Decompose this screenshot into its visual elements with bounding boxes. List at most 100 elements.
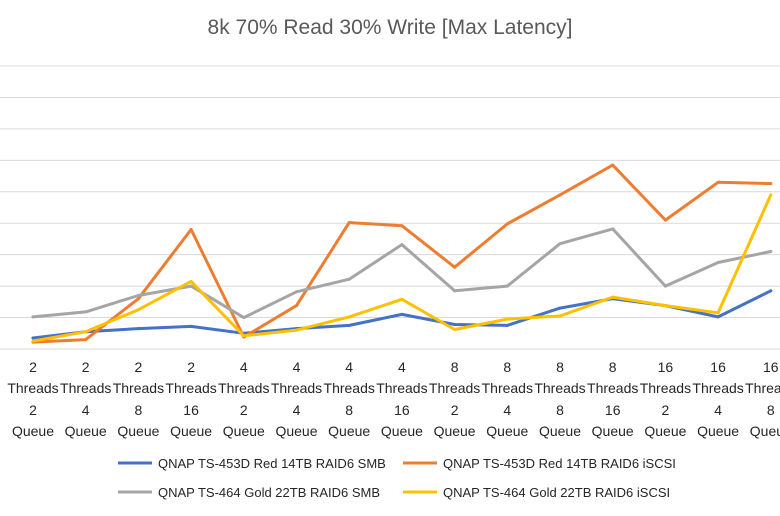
- data-point: [136, 297, 140, 301]
- data-point: [453, 265, 457, 269]
- x-tick-label: 8: [556, 359, 564, 375]
- x-tick-label: Threads: [692, 380, 743, 396]
- data-point: [31, 336, 35, 340]
- x-tick-label: Threads: [640, 380, 691, 396]
- x-tick-label: 8: [503, 359, 511, 375]
- data-point: [769, 250, 773, 254]
- legend: QNAP TS-453D Red 14TB RAID6 SMB QNAP TS-4…: [118, 456, 676, 500]
- data-point: [400, 297, 404, 301]
- x-axis-tick-labels: 2 Threads 2 Queue 2 Threads 4 Queue 2 Threads 8 Que…: [7, 359, 780, 439]
- x-tick-label: 2: [135, 359, 143, 375]
- x-tick-label: Queue: [434, 423, 476, 439]
- data-point: [558, 193, 562, 197]
- legend-label: QNAP TS-453D Red 14TB RAID6 iSCSI: [443, 456, 676, 471]
- data-point: [558, 306, 562, 310]
- data-point: [453, 322, 457, 326]
- data-point: [347, 323, 351, 327]
- data-point: [31, 339, 35, 343]
- data-point: [136, 294, 140, 298]
- x-tick-label: Queue: [65, 423, 107, 439]
- data-point: [716, 311, 720, 315]
- x-tick-label: 2: [29, 359, 37, 375]
- x-tick-label: 2: [187, 359, 195, 375]
- data-point: [663, 304, 667, 308]
- data-point: [347, 221, 351, 225]
- x-tick-label: 4: [398, 359, 406, 375]
- x-tick-label: 2: [82, 359, 90, 375]
- data-point: [295, 328, 298, 332]
- data-point: [663, 218, 667, 222]
- data-point: [400, 312, 404, 316]
- x-tick-label: 8: [451, 359, 459, 375]
- x-tick-label: 4: [293, 359, 301, 375]
- x-tick-label: Queue: [170, 423, 212, 439]
- legend-label: QNAP TS-453D Red 14TB RAID6 SMB: [158, 456, 386, 471]
- x-tick-label: Queue: [592, 423, 634, 439]
- data-point: [347, 277, 351, 281]
- data-point: [716, 315, 720, 319]
- x-tick-label: Threads: [745, 380, 780, 396]
- x-tick-label: 16: [710, 359, 726, 375]
- x-tick-label: Threads: [324, 380, 375, 396]
- x-tick-label: Queue: [328, 423, 370, 439]
- chart-title: 8k 70% Read 30% Write [Max Latency]: [207, 16, 573, 39]
- data-point: [295, 290, 298, 294]
- data-point: [189, 228, 193, 232]
- x-tick-label: 4: [82, 402, 90, 418]
- x-tick-label: 2: [240, 402, 248, 418]
- data-point: [611, 295, 615, 299]
- gridlines: [0, 65, 780, 350]
- data-point: [84, 330, 88, 334]
- data-point: [400, 224, 404, 228]
- x-tick-label: 8: [345, 402, 353, 418]
- x-tick-label: Queue: [486, 423, 528, 439]
- legend-label: QNAP TS-464 Gold 22TB RAID6 SMB: [158, 485, 380, 500]
- data-point: [453, 289, 457, 293]
- x-tick-label: Queue: [539, 423, 581, 439]
- x-tick-label: 2: [451, 402, 459, 418]
- x-tick-label: 4: [503, 402, 511, 418]
- data-point: [136, 327, 140, 331]
- x-tick-label: 16: [658, 359, 674, 375]
- data-point: [189, 284, 193, 288]
- x-tick-label: Threads: [534, 380, 585, 396]
- x-tick-label: Threads: [376, 380, 427, 396]
- data-point: [347, 315, 351, 319]
- data-point: [453, 328, 457, 332]
- data-point: [769, 193, 773, 197]
- x-tick-label: 2: [29, 402, 37, 418]
- data-point: [558, 242, 562, 246]
- x-tick-label: 8: [767, 402, 775, 418]
- data-point: [400, 243, 404, 247]
- data-point: [295, 304, 298, 308]
- x-tick-label: Queue: [381, 423, 423, 439]
- x-tick-label: Threads: [271, 380, 322, 396]
- data-point: [769, 289, 773, 293]
- series-lines: [31, 163, 773, 344]
- x-tick-label: 8: [135, 402, 143, 418]
- x-tick-label: 16: [763, 359, 779, 375]
- x-tick-label: Queue: [12, 423, 54, 439]
- x-tick-label: Queue: [697, 423, 739, 439]
- x-tick-label: 4: [714, 402, 722, 418]
- x-tick-label: Queue: [223, 423, 265, 439]
- data-point: [505, 222, 509, 226]
- data-point: [84, 310, 88, 314]
- x-tick-label: 4: [345, 359, 353, 375]
- data-point: [189, 324, 193, 328]
- x-tick-label: Threads: [218, 380, 269, 396]
- data-point: [505, 317, 509, 321]
- x-tick-label: Threads: [587, 380, 638, 396]
- x-tick-label: Queue: [275, 423, 317, 439]
- x-tick-label: Threads: [60, 380, 111, 396]
- x-tick-label: Threads: [165, 380, 216, 396]
- data-point: [242, 316, 246, 320]
- x-tick-label: Threads: [429, 380, 480, 396]
- legend-label: QNAP TS-464 Gold 22TB RAID6 iSCSI: [443, 485, 670, 500]
- data-point: [611, 163, 615, 167]
- data-point: [716, 261, 720, 265]
- x-tick-label: Queue: [750, 423, 780, 439]
- x-tick-label: 16: [605, 402, 621, 418]
- data-point: [716, 180, 720, 184]
